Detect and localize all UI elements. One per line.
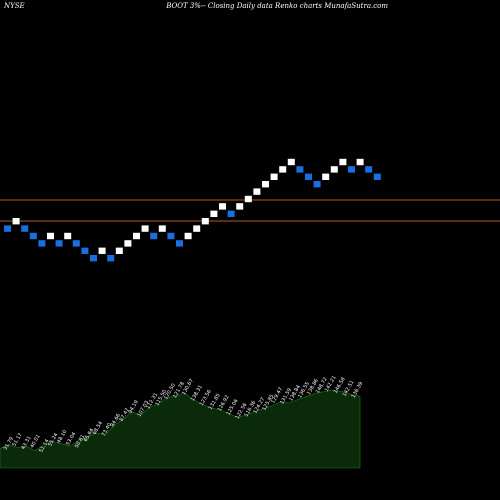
up-brick [201,218,209,225]
down-brick [167,232,175,240]
volume-area [0,389,361,469]
up-brick [64,232,72,240]
down-brick [227,210,235,217]
down-brick [150,232,158,240]
up-brick [219,203,226,210]
down-brick [348,166,355,173]
up-brick [322,173,330,180]
renko-bricks [4,158,381,262]
down-brick [72,240,80,247]
volume-fill [0,389,361,469]
down-brick [38,240,46,247]
down-brick [313,181,321,188]
up-brick [330,166,338,173]
up-brick [133,232,140,240]
down-brick [29,232,37,240]
down-brick [90,255,97,262]
up-brick [287,158,295,166]
down-brick [296,166,304,173]
up-brick [210,210,218,217]
up-brick [270,173,278,180]
up-brick [253,188,261,195]
down-brick [81,247,89,254]
down-brick [4,225,11,232]
up-brick [158,225,166,232]
up-brick [12,218,20,225]
down-brick [21,225,29,232]
up-brick [98,247,106,254]
up-brick [262,181,269,188]
down-brick [55,240,63,247]
level-lines [0,199,500,222]
up-brick [193,225,201,232]
up-brick [141,225,149,232]
up-brick [236,203,244,210]
up-brick [47,232,54,240]
up-brick [279,166,287,173]
up-brick [115,247,123,254]
up-brick [339,158,347,166]
up-brick [244,195,252,203]
down-brick [305,173,312,180]
up-brick [356,158,364,166]
up-brick [184,232,192,240]
down-brick [373,173,381,180]
exchange-label: NYSE [4,2,25,10]
down-brick [365,166,373,173]
up-brick [124,240,132,247]
down-brick [176,240,183,247]
down-brick [107,255,115,262]
chart-title: BOOT 3%-- Closing Daily data Renko chart… [166,2,388,10]
